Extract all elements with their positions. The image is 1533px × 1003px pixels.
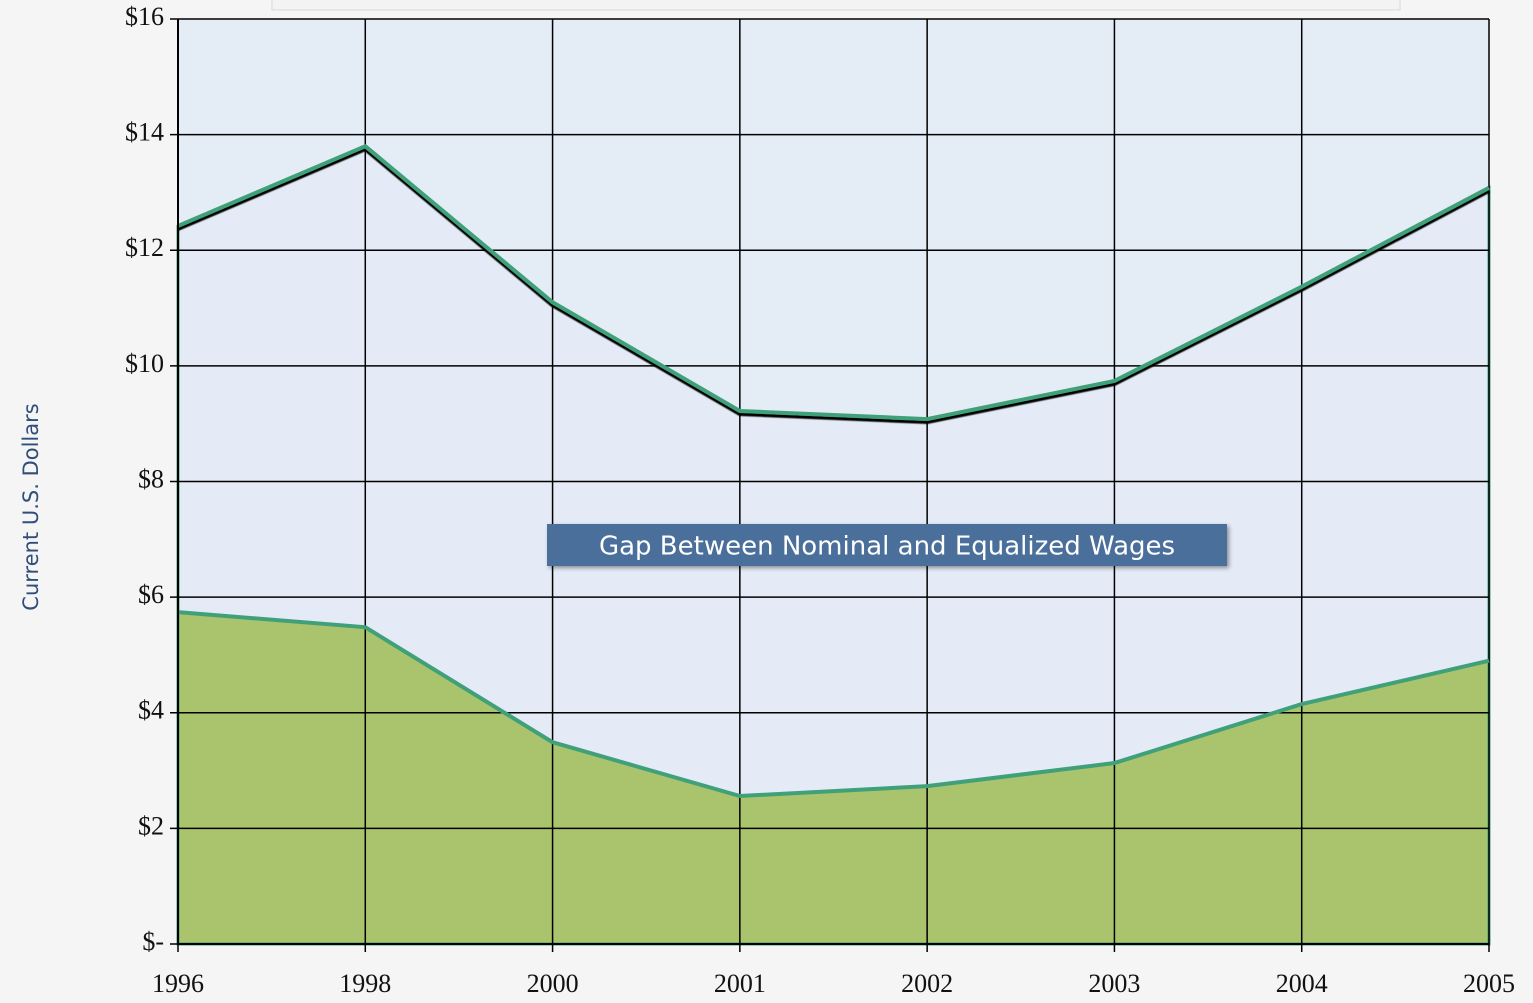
axes: $- $2 $4 $6 $8 $10 $12 $14 $16 1996 1998 2000 2001 20…: [125, 2, 1515, 998]
x-tick-label: 1996: [152, 969, 204, 998]
y-axis-title: Current U.S. Dollars: [19, 403, 43, 610]
y-tick-label: $4: [138, 696, 164, 725]
grid: [177, 18, 1490, 945]
x-tick-label: 2003: [1088, 969, 1140, 998]
x-tick-label: 2000: [527, 969, 579, 998]
series-line: [177, 610, 1490, 798]
x-tick-label: 2005: [1463, 969, 1515, 998]
y-tick-label: $-: [142, 927, 164, 956]
series-line: [177, 144, 1490, 422]
x-tick-label: 2002: [901, 969, 953, 998]
y-tick-label: $10: [125, 349, 164, 378]
y-tick-label: $12: [125, 233, 164, 262]
y-tick-label: $14: [125, 118, 164, 147]
annotation: Gap Between Nominal and Equalized Wages: [599, 532, 1175, 562]
x-tick-label: 2001: [714, 969, 766, 998]
title-box-edge: [271, 0, 1401, 11]
y-tick-label: $16: [125, 2, 164, 31]
x-tick-label: 1998: [339, 969, 391, 998]
x-tick-label: 2004: [1276, 969, 1328, 998]
y-tick-label: $6: [138, 580, 164, 609]
annotation-box: [547, 524, 1227, 566]
y-tick-label: $8: [138, 464, 164, 493]
y-tick-label: $2: [138, 811, 164, 840]
